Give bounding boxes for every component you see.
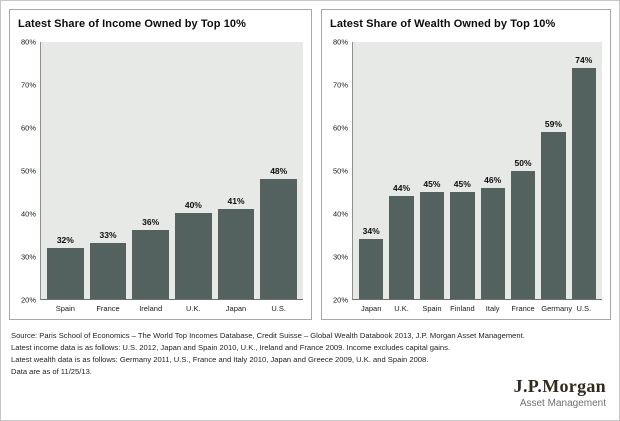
bar-value-label: 48% [270, 166, 288, 177]
bar-group: 46% [480, 42, 505, 299]
bar-group: 40% [175, 42, 212, 299]
wealth-data-note: Latest wealth data is as follows: German… [11, 355, 429, 365]
bar-value-label: 45% [453, 178, 471, 189]
y-tick-label: 70% [20, 80, 36, 90]
bar-value-label: 36% [142, 217, 160, 228]
wealth-chart-body: 20% 30% 40% 50% 60% 70% 80% 34% 44% 45% 45% 46% 50%… [328, 38, 602, 305]
x-tick-label: U.S. [271, 304, 286, 313]
bar-group: 74% [571, 42, 596, 299]
y-tick-label: 80% [20, 37, 36, 47]
bar-value-label: 59% [544, 118, 562, 129]
bar-spain [47, 247, 84, 299]
jpmorgan-wordmark: J.P.Morgan [513, 376, 606, 397]
bars: 32% 33% 36% 40% 41% 48% [41, 42, 303, 299]
bar-japan [359, 239, 384, 299]
x-tick-label: France [511, 304, 535, 313]
x-tick-label: Spain [422, 304, 442, 313]
y-tick-label: 20% [20, 295, 36, 305]
wealth-chart-panel: Latest Share of Wealth Owned by Top 10% … [321, 9, 611, 320]
x-tick-label: Japan [360, 304, 382, 313]
bar-group: 36% [132, 42, 170, 299]
bar-value-label: 74% [575, 54, 593, 65]
bar-value-label: 45% [423, 178, 441, 189]
y-axis: 20% 30% 40% 50% 60% 70% 80% [16, 38, 40, 305]
as-of-date-note: Data are as of 11/25/13. [11, 367, 92, 377]
y-tick-label: 50% [332, 166, 348, 176]
bar-us [260, 179, 298, 299]
wealth-chart-title: Latest Share of Wealth Owned by Top 10% [330, 18, 556, 30]
bar-group: 45% [419, 42, 445, 299]
bar-france [89, 243, 127, 299]
logo-subtitle: Asset Management [519, 398, 606, 409]
income-data-note: Latest income data is as follows: U.S. 2… [11, 343, 451, 353]
y-axis: 20% 30% 40% 50% 60% 70% 80% [328, 38, 352, 305]
y-tick-label: 30% [332, 252, 348, 262]
bar-value-label: 33% [99, 230, 117, 241]
x-tick-label: Italy [485, 304, 500, 313]
bar-group: 50% [510, 42, 536, 299]
bar-group: 44% [389, 42, 414, 299]
bar-group: 45% [450, 42, 475, 299]
bar-group: 41% [217, 42, 255, 299]
y-tick-label: 40% [20, 209, 36, 219]
bar-uk [389, 196, 414, 299]
x-tick-label: U.S. [576, 304, 592, 313]
y-tick-label: 60% [332, 123, 348, 133]
x-tick-label: Japan [225, 304, 247, 313]
charts-row: Latest Share of Income Owned by Top 10% … [9, 9, 611, 320]
bar-italy [480, 187, 505, 299]
y-tick-label: 80% [332, 37, 348, 47]
x-axis: Spain France Ireland U.K. Japan U.S. [41, 304, 303, 313]
bar-value-label: 32% [56, 234, 74, 245]
jpmorgan-logo: J.P.Morgan Asset Management [514, 377, 606, 409]
bar-value-label: 40% [184, 200, 202, 211]
bar-value-label: 34% [362, 226, 380, 237]
bar-value-label: 46% [484, 174, 502, 185]
bar-germany [541, 131, 566, 299]
x-axis: Japan U.K. Spain Finland Italy France Germany U… [353, 304, 602, 313]
income-chart-panel: Latest Share of Income Owned by Top 10% … [9, 9, 312, 320]
x-tick-label: Ireland [139, 304, 163, 313]
y-tick-label: 30% [20, 252, 36, 262]
source-note: Source: Paris School of Economics – The … [11, 331, 525, 340]
income-chart-title: Latest Share of Income Owned by Top 10% [18, 18, 247, 30]
y-tick-label: 70% [332, 80, 348, 90]
bar-group: 48% [260, 42, 298, 299]
x-tick-label: Spain [55, 304, 75, 313]
y-tick-label: 50% [20, 166, 36, 176]
bar-uk [175, 213, 212, 299]
y-tick-label: 40% [332, 209, 348, 219]
x-tick-label: France [96, 304, 120, 313]
bar-value-label: 44% [393, 183, 411, 194]
bar-japan [217, 209, 255, 299]
x-tick-label: Finland [450, 304, 475, 313]
y-tick-label: 60% [20, 123, 36, 133]
bar-group: 59% [541, 42, 566, 299]
bar-ireland [132, 230, 170, 299]
x-tick-label: U.K. [394, 304, 409, 313]
bar-us [571, 67, 596, 299]
income-chart-body: 20% 30% 40% 50% 60% 70% 80% 32% 33% 36% 40% 41% 48% [16, 38, 303, 305]
bar-france [510, 170, 536, 299]
bars: 34% 44% 45% 45% 46% 50% 59% 74% [353, 42, 602, 299]
bar-spain [419, 191, 445, 299]
y-tick-label: 20% [332, 295, 348, 305]
x-tick-label: U.K. [186, 304, 201, 313]
footnotes: Source: Paris School of Economics – The … [9, 330, 525, 379]
plot-area: 34% 44% 45% 45% 46% 50% 59% 74% [352, 42, 602, 300]
bar-group: 34% [359, 42, 384, 299]
bar-value-label: 41% [227, 196, 245, 207]
bar-group: 32% [47, 42, 84, 299]
plot-area: 32% 33% 36% 40% 41% 48% [40, 42, 303, 300]
x-tick-label: Germany [541, 304, 573, 313]
bar-value-label: 50% [514, 157, 532, 168]
bar-group: 33% [89, 42, 127, 299]
bar-finland [450, 191, 475, 299]
